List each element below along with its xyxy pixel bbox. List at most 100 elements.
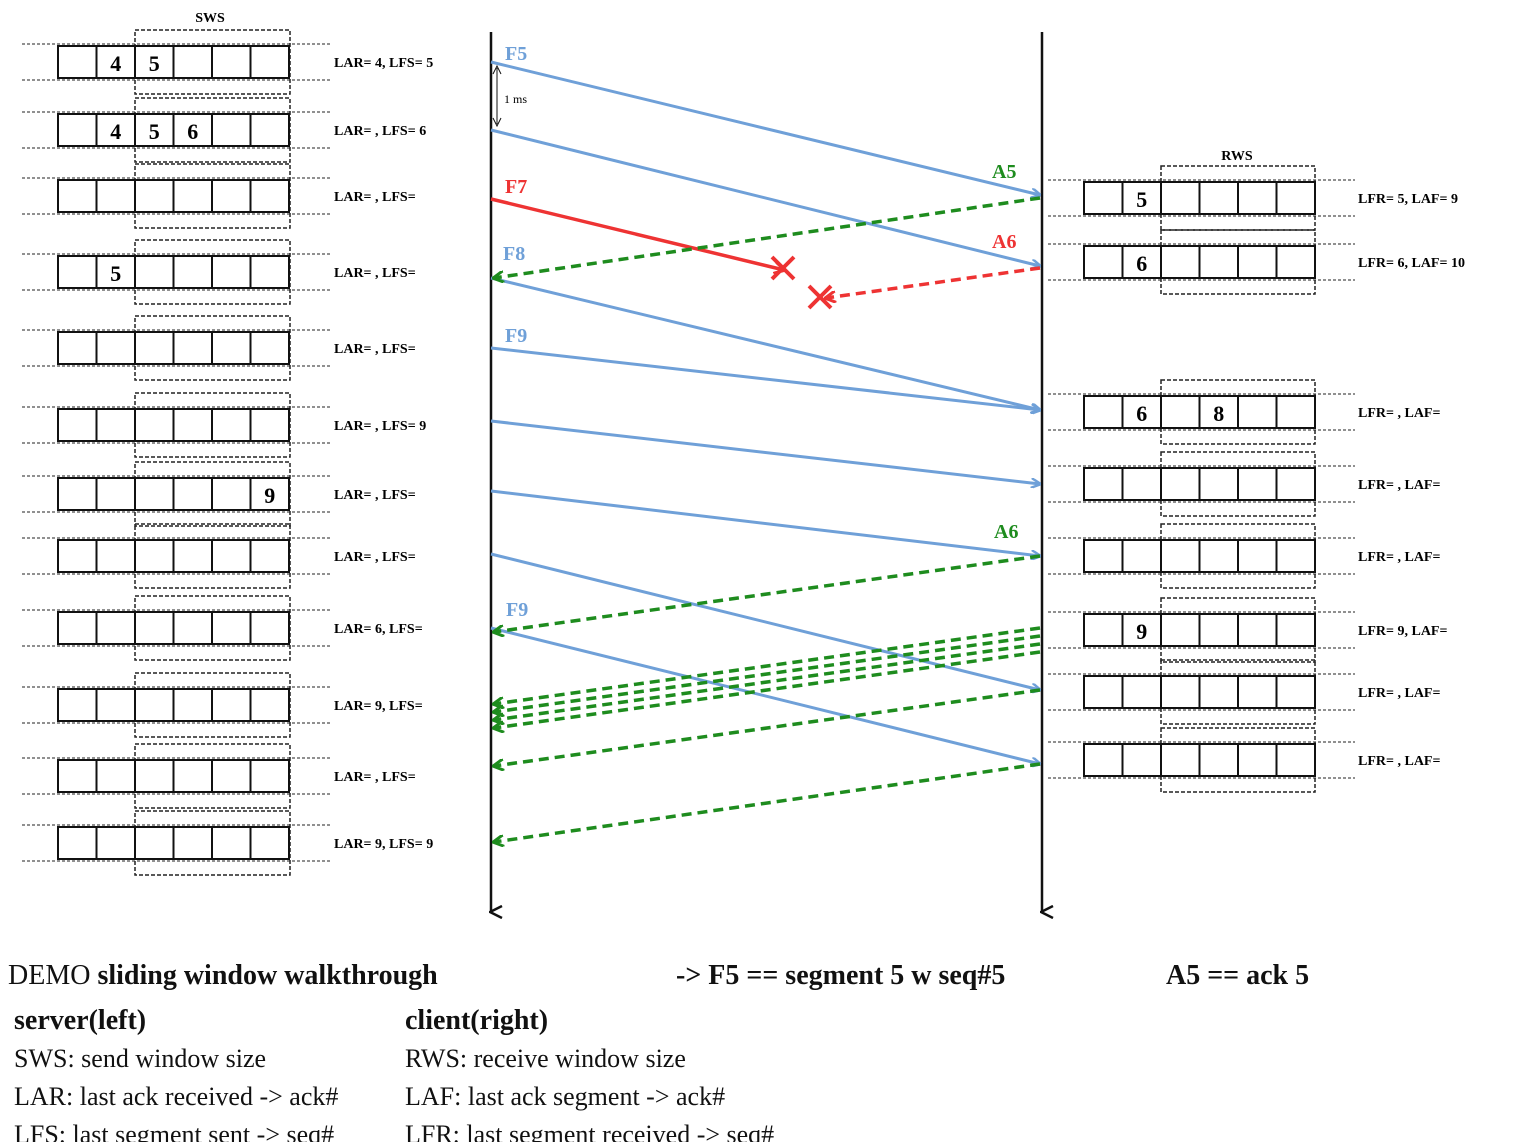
buffer-cell — [134, 45, 175, 79]
buffer-cell — [1121, 675, 1162, 709]
sender-buffer-row: 4 5 6 LAR= , LFS= 6 — [22, 97, 426, 163]
buffer-cell — [211, 826, 252, 860]
buffer-cell — [1083, 675, 1124, 709]
demo-title: sliding window walkthrough — [97, 960, 438, 991]
message-frame-arrow: F8 — [490, 243, 1040, 410]
buffer-cell — [249, 255, 290, 289]
legend-section: DEMO sliding window walkthrough -> F5 ==… — [0, 940, 1516, 1142]
buffer-cell — [211, 539, 252, 573]
buffer-cell-value: 5 — [1136, 187, 1147, 212]
buffer-cell — [95, 408, 136, 442]
buffer-cell — [249, 539, 290, 573]
buffer-cell — [57, 45, 98, 79]
buffer-cell — [211, 331, 252, 365]
message-frame-arrow: F9 — [490, 599, 1040, 764]
buffer-cell — [1083, 539, 1124, 573]
buffer-cell — [1237, 743, 1278, 777]
buffer-cell — [1198, 245, 1239, 279]
buffer-cell — [134, 179, 175, 213]
sender-buffer-row: LAR= 6, LFS= — [22, 595, 423, 661]
buffer-cell — [1083, 613, 1124, 647]
buffer-cell — [1121, 395, 1162, 429]
timing-bracket: 1 ms — [492, 64, 527, 128]
buffer-cell-value: 5 — [149, 119, 160, 144]
sender-state-label: LAR= , LFS= — [334, 550, 416, 565]
receiver-state-label: LFR= , LAF= — [1358, 478, 1440, 493]
buffer-cell — [1160, 675, 1201, 709]
ack-note: A5 == ack 5 — [1166, 960, 1310, 991]
buffer-cell — [134, 826, 175, 860]
message-ack-arrow — [494, 762, 1041, 842]
buffer-cell-value: 4 — [110, 119, 121, 144]
receiver-state-label: LFR= 5, LAF= 9 — [1358, 192, 1458, 207]
buffer-cell — [1237, 245, 1278, 279]
sender-state-label: LAR= , LFS= — [334, 770, 416, 785]
receiver-buffer-row: LFR= , LAF= — [1048, 451, 1440, 517]
message-frame-arrow: F9 — [490, 325, 1040, 410]
buffer-cell — [211, 477, 252, 511]
buffer-cell — [57, 113, 98, 147]
client-line-laf: LAF: last ack segment -> ack# — [405, 1082, 726, 1111]
buffer-cell-value: 8 — [1213, 401, 1224, 426]
sws-label: SWS — [195, 11, 225, 26]
message-ack-arrow — [494, 650, 1041, 728]
message-frame-arrow — [490, 489, 1040, 556]
buffer-cell — [57, 331, 98, 365]
client-line-lfr: LFR: last segment received -> seq# — [405, 1120, 775, 1142]
buffer-cell — [172, 179, 213, 213]
buffer-cell — [211, 408, 252, 442]
receiver-buffer-row: LFR= , LAF= — [1048, 659, 1440, 725]
buffer-cell — [57, 539, 98, 573]
buffer-cell — [134, 408, 175, 442]
buffer-cell — [134, 331, 175, 365]
buffer-cell — [1198, 181, 1239, 215]
buffer-cell — [249, 611, 290, 645]
buffer-cell — [1275, 743, 1316, 777]
receiver-buffer-row: LFR= , LAF= — [1048, 523, 1440, 589]
demo-prefix: DEMO — [8, 960, 98, 991]
buffer-cell-value: 5 — [149, 51, 160, 76]
buffer-cell — [57, 179, 98, 213]
buffer-cell — [249, 477, 290, 511]
loss-x-icon — [770, 255, 796, 281]
buffer-cell — [1275, 467, 1316, 501]
buffer-cell — [134, 477, 175, 511]
buffer-cell — [1083, 395, 1124, 429]
message-ack-arrow: A6 — [494, 521, 1041, 632]
buffer-cell — [211, 688, 252, 722]
timing-label: 1 ms — [504, 92, 527, 106]
buffer-cell — [1198, 613, 1239, 647]
message-label: A6 — [992, 231, 1016, 253]
buffer-cell — [249, 759, 290, 793]
message-frame-arrow: F5 — [490, 43, 1040, 195]
buffer-cell — [172, 45, 213, 79]
client-line-rws: RWS: receive window size — [405, 1044, 686, 1073]
buffer-cell — [1198, 395, 1239, 429]
buffer-cell — [172, 539, 213, 573]
buffer-cell — [172, 611, 213, 645]
buffer-cell — [172, 331, 213, 365]
message-ack-arrow — [494, 688, 1041, 766]
buffer-cell — [1237, 181, 1278, 215]
buffer-cell — [172, 826, 213, 860]
buffer-cell — [172, 113, 213, 147]
client-heading: client(right) — [405, 1005, 549, 1036]
buffer-cell — [57, 408, 98, 442]
message-label: F9 — [505, 325, 527, 347]
buffer-cell — [57, 255, 98, 289]
buffer-cell — [1160, 743, 1201, 777]
message-arrows: F5 F7 F8 F9 F9 A5 A6 A6 — [490, 43, 1041, 842]
server-line-lar: LAR: last ack received -> ack# — [14, 1082, 339, 1111]
buffer-cell — [1198, 675, 1239, 709]
buffer-cell-value: 9 — [1136, 619, 1147, 644]
buffer-cell — [134, 611, 175, 645]
buffer-cell — [134, 688, 175, 722]
sender-buffers: 4 5 LAR= 4, LFS= 5 4 5 6 LAR= , LFS= 6 LAR= , L… — [22, 29, 433, 876]
buffer-cell — [1275, 181, 1316, 215]
sender-state-label: LAR= , LFS= 6 — [334, 124, 426, 139]
frame-note: -> F5 == segment 5 w seq#5 — [676, 960, 1006, 991]
buffer-cell — [249, 331, 290, 365]
buffer-cell — [211, 255, 252, 289]
buffer-cell-value: 6 — [187, 119, 198, 144]
buffer-cell — [1275, 613, 1316, 647]
